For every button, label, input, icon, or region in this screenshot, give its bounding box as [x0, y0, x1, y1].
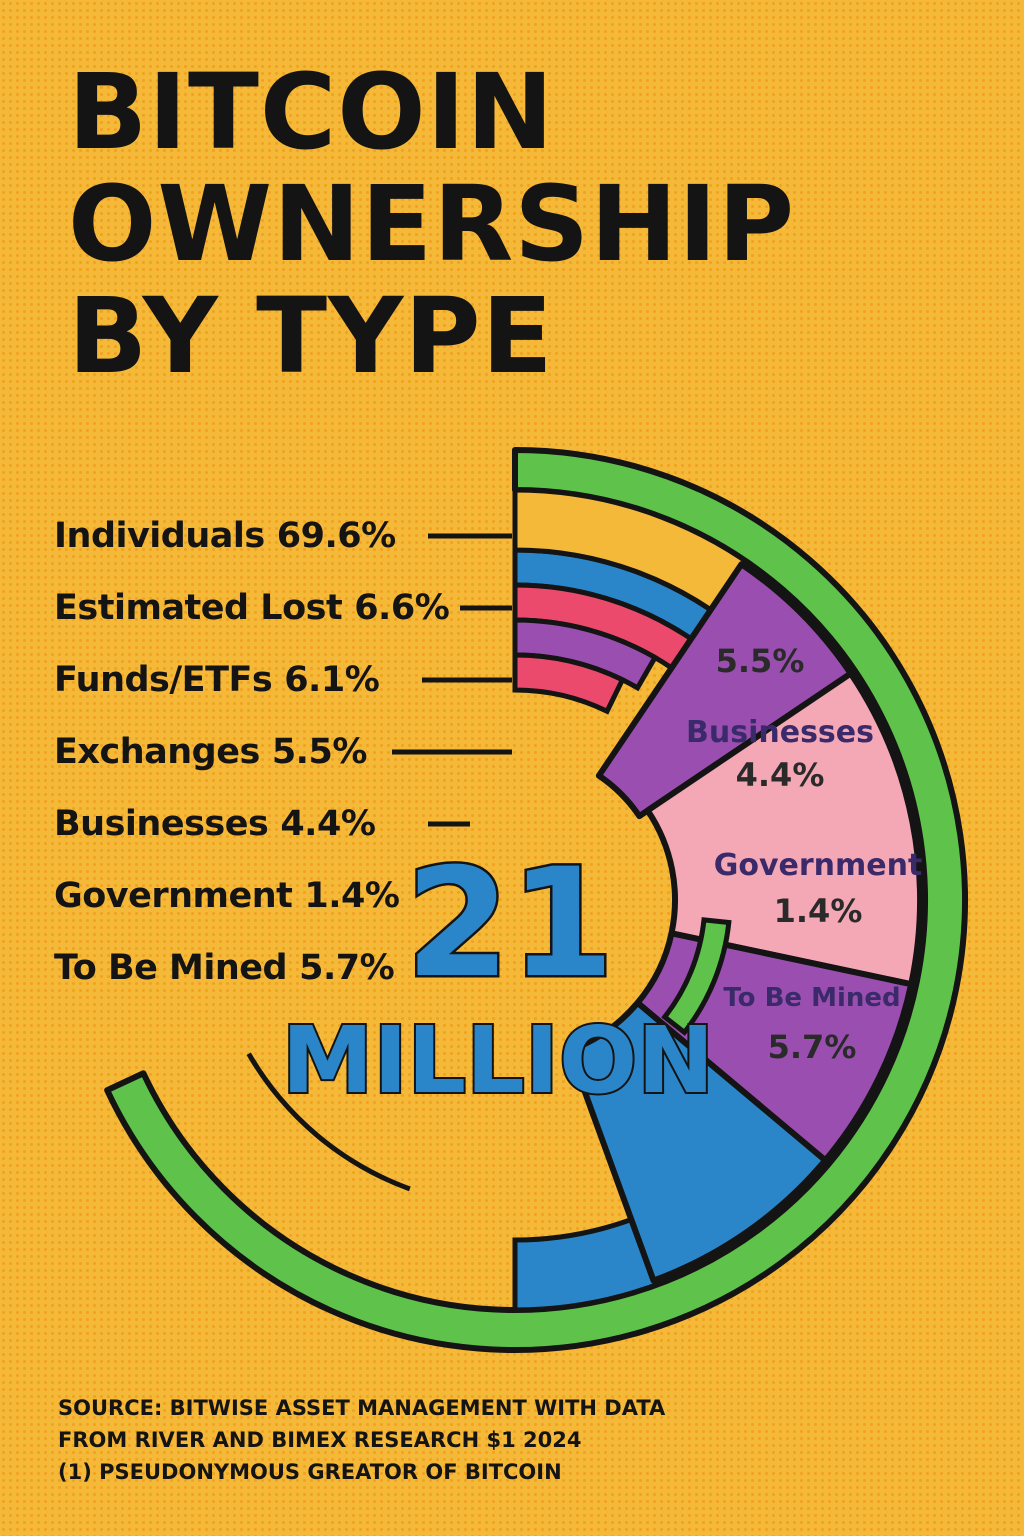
- outer-ring: [104, 447, 968, 1353]
- slice-label-value: 5.5%: [716, 642, 805, 680]
- legend-item-funds-etfs: Funds/ETFs 6.1%: [54, 644, 449, 716]
- legend-label: Estimated Lost: [54, 588, 343, 628]
- legend-value: 6.1%: [284, 660, 380, 700]
- source-line-2: FROM RIVER AND BIMEX RESEARCH $1 2024: [58, 1428, 582, 1452]
- slice-label-value: 5.7%: [768, 1028, 857, 1066]
- slice-labels: 5.5% Businesses 4.4% Government 1.4% To Be Mi…: [686, 642, 922, 1066]
- chart-slices: [566, 561, 923, 1284]
- legend-value: 5.5%: [271, 732, 368, 772]
- legend-value: 5.7%: [299, 948, 395, 988]
- legend-label: Exchanges: [54, 732, 260, 772]
- legend-item-to-be-mined: To Be Mined 5.7%: [54, 932, 449, 1004]
- center-total-unit: MILLION: [282, 1007, 714, 1114]
- legend-label: To Be Mined: [54, 948, 288, 988]
- legend-item-estimated-lost: Estimated Lost 6.6%: [54, 572, 450, 644]
- source-line-1: SOURCE: BITWISE ASSET MANAGEMENT WITH DA…: [58, 1396, 666, 1420]
- source-note: SOURCE: BITWISE ASSET MANAGEMENT WITH DA…: [58, 1392, 665, 1488]
- slice-label-name: Businesses: [686, 715, 874, 750]
- legend-leader-lines: [392, 533, 512, 827]
- slice-label-name: Government: [714, 848, 923, 883]
- chart-title: BITCOIN OWNERSHIP BY TYPE: [68, 51, 796, 397]
- legend-label: Businesses: [54, 804, 269, 844]
- legend-label: Funds/ETFs: [54, 660, 273, 700]
- source-line-3: (1) PSEUDONYMOUS GREATOR OF BITCOIN: [58, 1460, 562, 1484]
- legend-item-exchanges: Exchanges 5.5%: [54, 716, 449, 788]
- title-line-2: OWNERSHIP: [68, 163, 796, 285]
- band-funds-etfs-inner: [512, 652, 626, 715]
- legend-item-individuals: Individuals 69.6%: [54, 500, 449, 572]
- legend-label: Government: [54, 876, 293, 916]
- legend-value: 69.6%: [276, 516, 396, 556]
- title-line-3: BY TYPE: [68, 275, 554, 397]
- government-accent: [661, 917, 732, 1036]
- legend-value: 1.4%: [304, 876, 400, 916]
- legend-item-government: Government 1.4%: [54, 860, 449, 932]
- center-total-number: 21: [406, 837, 615, 1011]
- slice-label-value: 1.4%: [774, 892, 863, 930]
- legend-item-businesses: Businesses 4.4%: [54, 788, 449, 860]
- title-line-1: BITCOIN: [68, 51, 555, 173]
- outer-ring-arc: [104, 447, 968, 1353]
- legend-label: Individuals: [54, 516, 265, 556]
- slice-to-be-mined: [566, 999, 829, 1284]
- slice-label-value: 4.4%: [736, 756, 825, 794]
- legend-value: 4.4%: [280, 804, 376, 844]
- chart-legend: Individuals 69.6% Estimated Lost 6.6% Fu…: [54, 500, 450, 1004]
- slice-businesses: [644, 670, 923, 988]
- legend-value: 6.6%: [354, 588, 450, 628]
- slice-label-name: To Be Mined: [723, 983, 900, 1013]
